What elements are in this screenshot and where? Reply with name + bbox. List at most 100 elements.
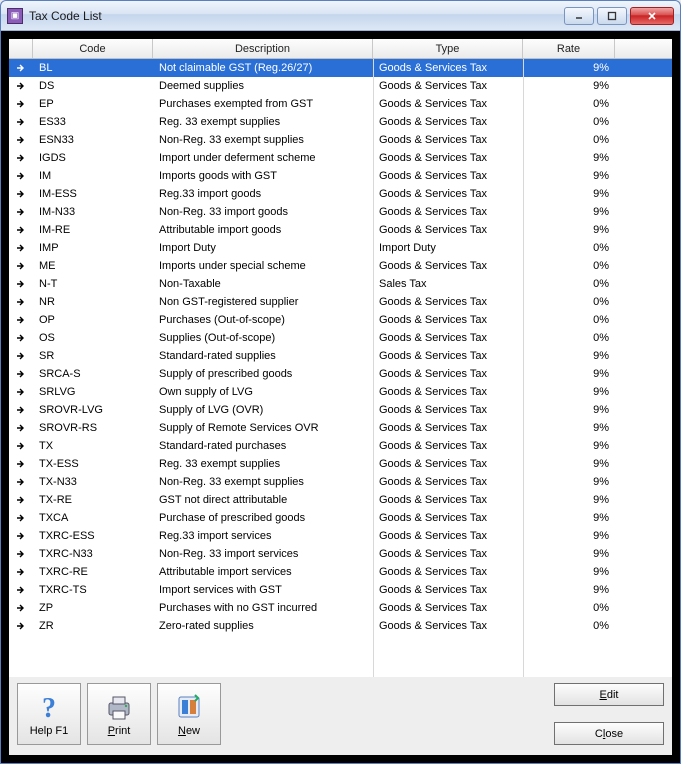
table-row[interactable]: BLNot claimable GST (Reg.26/27)Goods & S… [9,59,672,77]
cell-rate: 0% [523,134,615,146]
cell-rate: 9% [523,170,615,182]
table-row[interactable]: IM-N33Non-Reg. 33 import goodsGoods & Se… [9,203,672,221]
row-arrow-icon [9,566,33,578]
cell-code: IMP [33,242,153,254]
table-row[interactable]: NRNon GST-registered supplierGoods & Ser… [9,293,672,311]
new-label: New [178,725,200,737]
header-arrow[interactable] [9,39,33,58]
table-row[interactable]: TXRC-TSImport services with GSTGoods & S… [9,581,672,599]
table-row[interactable]: TXStandard-rated purchasesGoods & Servic… [9,437,672,455]
row-arrow-icon [9,206,33,218]
table-row[interactable]: SRStandard-rated suppliesGoods & Service… [9,347,672,365]
cell-code: TXRC-N33 [33,548,153,560]
row-arrow-icon [9,62,33,74]
table-row[interactable]: DSDeemed suppliesGoods & Services Tax9% [9,77,672,95]
cell-description: Purchases exempted from GST [153,98,373,110]
cell-code: IGDS [33,152,153,164]
cell-code: ESN33 [33,134,153,146]
table-row[interactable]: ZPPurchases with no GST incurredGoods & … [9,599,672,617]
cell-description: Not claimable GST (Reg.26/27) [153,62,373,74]
cell-code: IM-N33 [33,206,153,218]
row-arrow-icon [9,98,33,110]
row-arrow-icon [9,296,33,308]
titlebar[interactable]: ▣ Tax Code List [1,1,680,31]
header-description[interactable]: Description [153,39,373,58]
cell-rate: 0% [523,242,615,254]
cell-rate: 0% [523,314,615,326]
cell-type: Goods & Services Tax [373,152,523,164]
cell-description: Zero-rated supplies [153,620,373,632]
new-button[interactable]: New [157,683,221,745]
grid-body[interactable]: BLNot claimable GST (Reg.26/27)Goods & S… [9,59,672,677]
cell-description: Import services with GST [153,584,373,596]
table-row[interactable]: EPPurchases exempted from GSTGoods & Ser… [9,95,672,113]
table-row[interactable]: ESN33Non-Reg. 33 exempt suppliesGoods & … [9,131,672,149]
row-arrow-icon [9,332,33,344]
table-row[interactable]: IMImports goods with GSTGoods & Services… [9,167,672,185]
table-row[interactable]: OPPurchases (Out-of-scope)Goods & Servic… [9,311,672,329]
table-row[interactable]: TXRC-N33Non-Reg. 33 import servicesGoods… [9,545,672,563]
table-row[interactable]: MEImports under special schemeGoods & Se… [9,257,672,275]
cell-type: Goods & Services Tax [373,224,523,236]
table-row[interactable]: IGDSImport under deferment schemeGoods &… [9,149,672,167]
cell-code: SR [33,350,153,362]
cell-description: Non-Taxable [153,278,373,290]
table-row[interactable]: N-TNon-TaxableSales Tax0% [9,275,672,293]
edit-button[interactable]: Edit [554,683,664,706]
table-row[interactable]: IMPImport DutyImport Duty0% [9,239,672,257]
cell-description: Non-Reg. 33 exempt supplies [153,476,373,488]
cell-rate: 9% [523,476,615,488]
table-row[interactable]: OSSupplies (Out-of-scope)Goods & Service… [9,329,672,347]
table-row[interactable]: TX-ESSReg. 33 exempt suppliesGoods & Ser… [9,455,672,473]
table-row[interactable]: TXRC-REAttributable import servicesGoods… [9,563,672,581]
cell-type: Goods & Services Tax [373,386,523,398]
close-button[interactable]: Close [554,722,664,745]
table-row[interactable]: TXRC-ESSReg.33 import servicesGoods & Se… [9,527,672,545]
cell-rate: 0% [523,278,615,290]
cell-code: SRCA-S [33,368,153,380]
table-row[interactable]: SROVR-RSSupply of Remote Services OVRGoo… [9,419,672,437]
cell-rate: 9% [523,530,615,542]
grid-header: Code Description Type Rate [9,39,672,59]
cell-type: Goods & Services Tax [373,512,523,524]
table-row[interactable]: ES33Reg. 33 exempt suppliesGoods & Servi… [9,113,672,131]
table-row[interactable]: TXCAPurchase of prescribed goodsGoods & … [9,509,672,527]
toolbar: ? Help F1 Print [9,677,672,755]
cell-rate: 9% [523,224,615,236]
table-row[interactable]: TX-N33Non-Reg. 33 exempt suppliesGoods &… [9,473,672,491]
cell-rate: 9% [523,494,615,506]
cell-code: SROVR-LVG [33,404,153,416]
cell-description: Purchases (Out-of-scope) [153,314,373,326]
print-button[interactable]: Print [87,683,151,745]
minimize-button[interactable] [564,7,594,25]
cell-rate: 0% [523,332,615,344]
cell-rate: 0% [523,602,615,614]
maximize-button[interactable] [597,7,627,25]
table-row[interactable]: SRCA-SSupply of prescribed goodsGoods & … [9,365,672,383]
cell-code: DS [33,80,153,92]
cell-code: N-T [33,278,153,290]
cell-rate: 9% [523,206,615,218]
cell-description: Standard-rated purchases [153,440,373,452]
table-row[interactable]: TX-REGST not direct attributableGoods & … [9,491,672,509]
cell-type: Goods & Services Tax [373,422,523,434]
cell-code: ME [33,260,153,272]
row-arrow-icon [9,530,33,542]
cell-description: Attributable import goods [153,224,373,236]
header-rate[interactable]: Rate [523,39,615,58]
header-type[interactable]: Type [373,39,523,58]
header-code[interactable]: Code [33,39,153,58]
table-row[interactable]: SROVR-LVGSupply of LVG (OVR)Goods & Serv… [9,401,672,419]
help-button[interactable]: ? Help F1 [17,683,81,745]
cell-code: TXRC-TS [33,584,153,596]
tax-code-grid: Code Description Type Rate BLNot claimab… [9,39,672,677]
cell-rate: 9% [523,422,615,434]
row-arrow-icon [9,170,33,182]
table-row[interactable]: ZRZero-rated suppliesGoods & Services Ta… [9,617,672,635]
cell-code: SROVR-RS [33,422,153,434]
table-row[interactable]: IM-ESSReg.33 import goodsGoods & Service… [9,185,672,203]
table-row[interactable]: SRLVGOwn supply of LVGGoods & Services T… [9,383,672,401]
close-window-button[interactable] [630,7,674,25]
cell-rate: 0% [523,116,615,128]
table-row[interactable]: IM-REAttributable import goodsGoods & Se… [9,221,672,239]
